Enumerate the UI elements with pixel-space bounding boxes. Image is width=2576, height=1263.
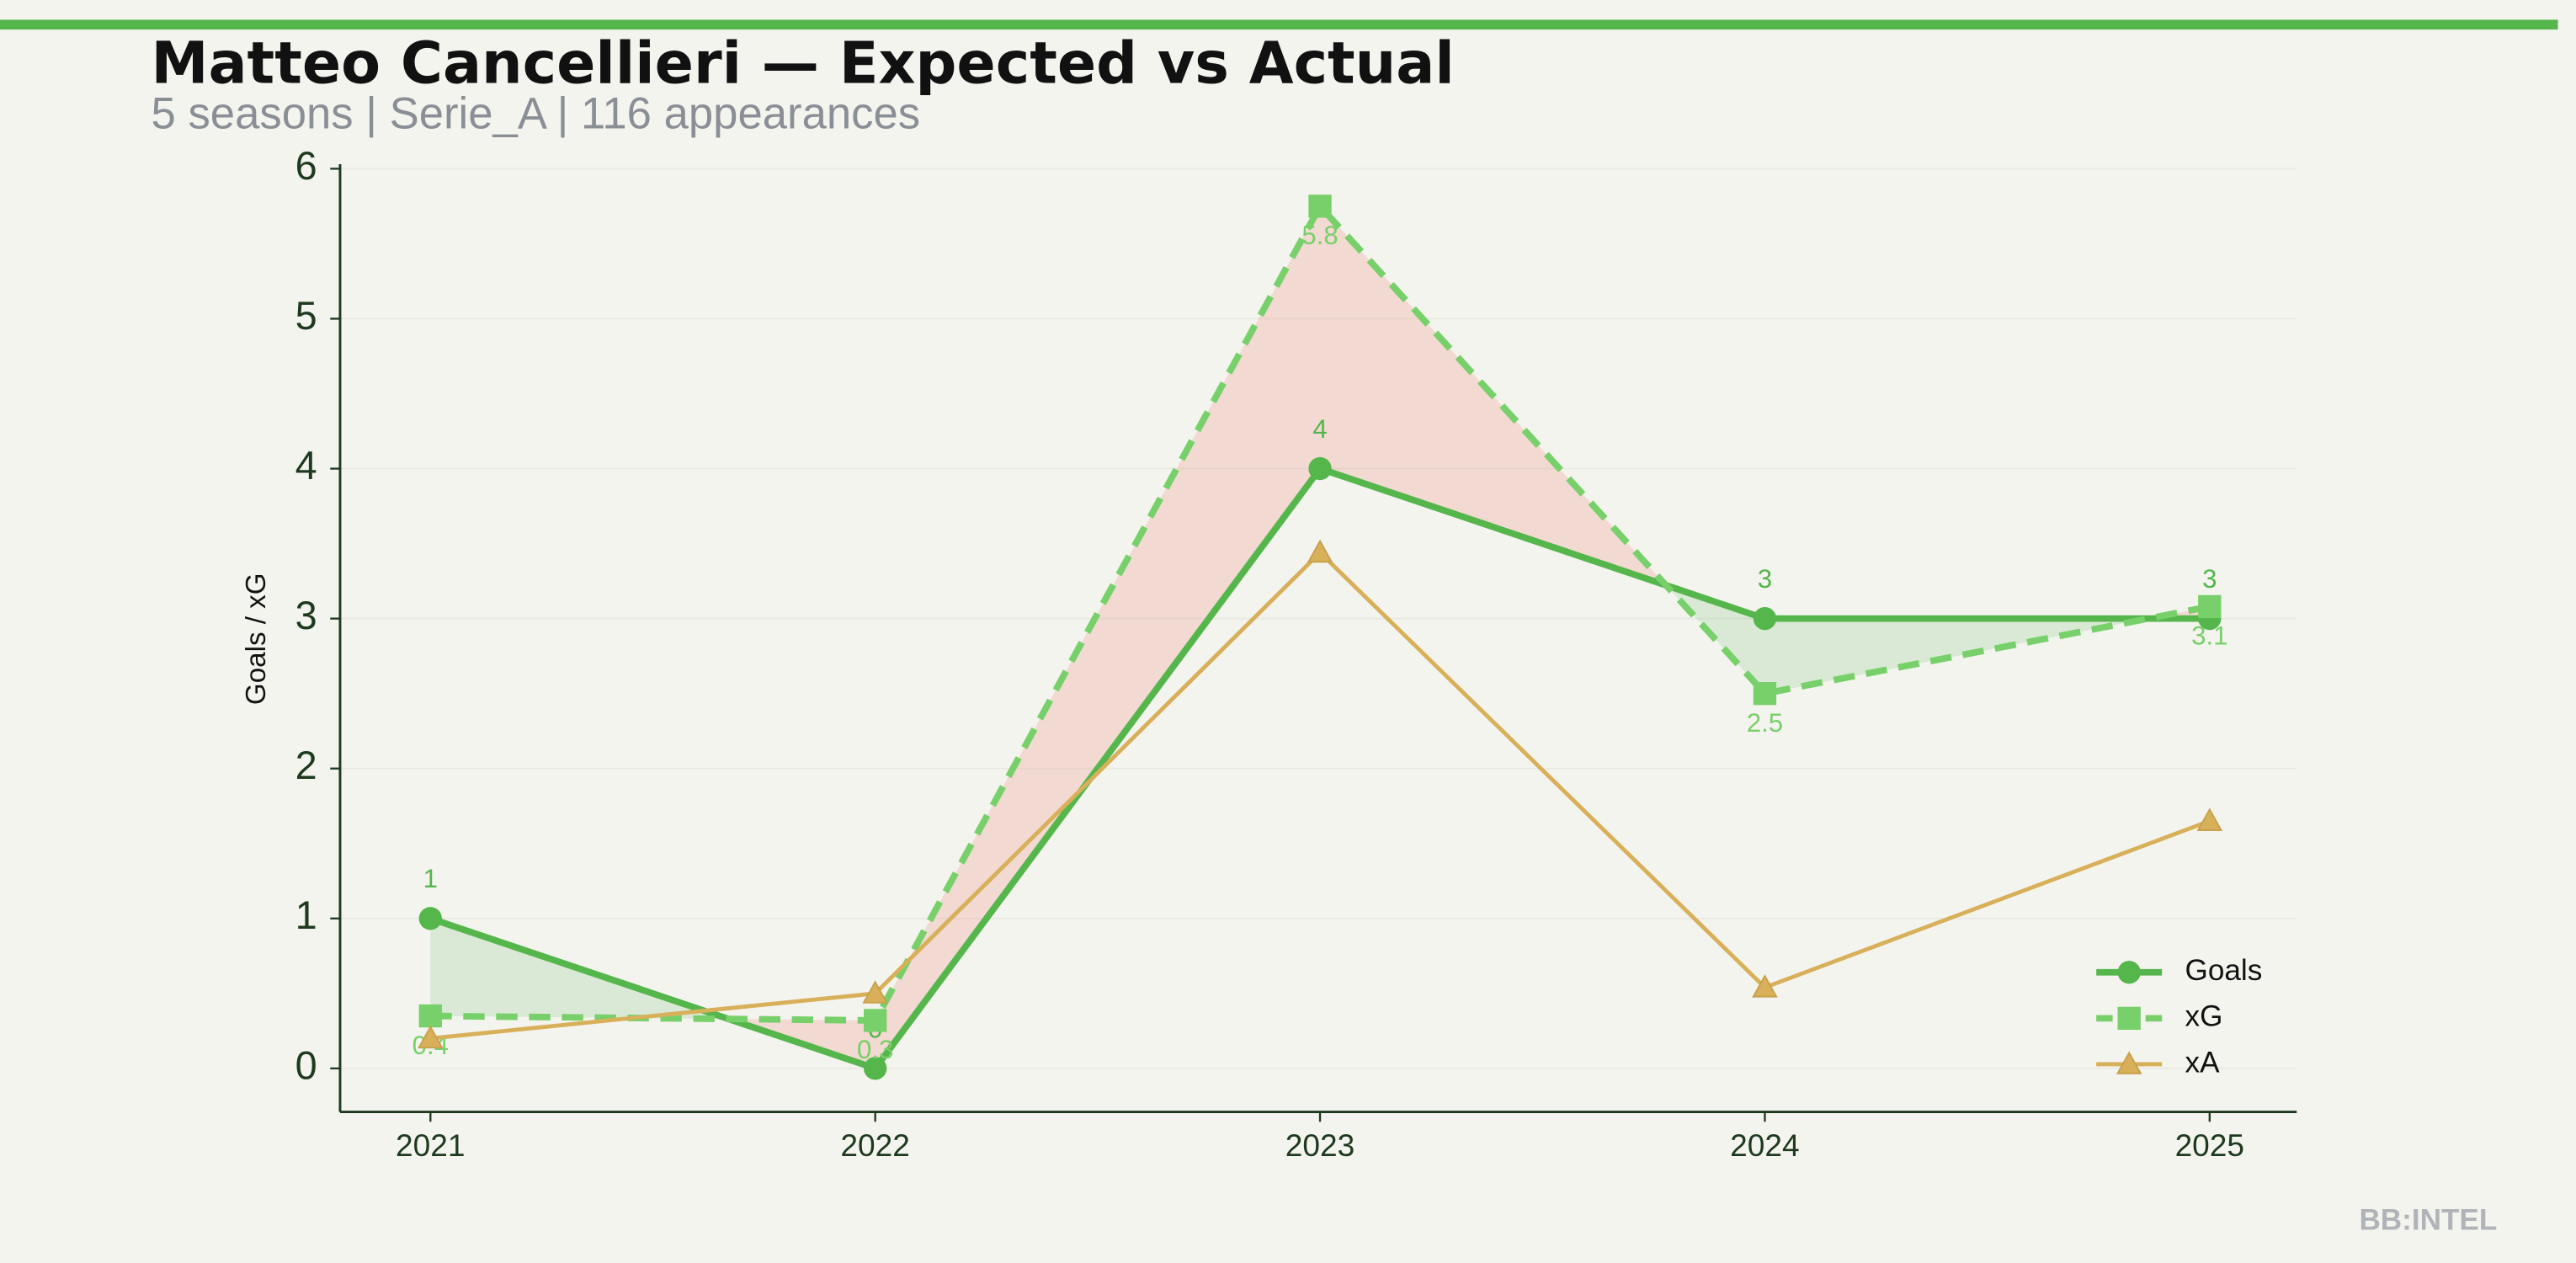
value-label: 5.8 [1301, 221, 1338, 250]
diff-fill [1764, 618, 2148, 694]
marker [864, 1057, 887, 1080]
y-tick-label: 1 [295, 893, 317, 937]
top-bar [0, 19, 2558, 30]
legend-label: xG [2185, 1000, 2223, 1033]
marker [1308, 195, 1332, 218]
value-label: 3 [1758, 564, 1772, 594]
subtitle: 5 seasons | Serie_A | 116 appearances [152, 88, 921, 138]
watermark: BB:INTEL [2359, 1204, 2497, 1237]
value-label: 3 [2202, 564, 2217, 594]
marker [1752, 974, 1778, 998]
marker [1307, 539, 1333, 563]
x-tick-label: 2023 [1285, 1127, 1355, 1163]
value-label: 3.1 [2191, 621, 2227, 651]
marker [864, 1009, 887, 1032]
y-axis-label: Goals / xG [241, 573, 272, 705]
marker [2196, 807, 2223, 831]
diff-fill [875, 205, 1321, 1068]
marker [2198, 594, 2222, 619]
x-tick-label: 2021 [396, 1127, 465, 1163]
x-tick-label: 2024 [1730, 1127, 1799, 1163]
marker [418, 1004, 442, 1028]
marker [862, 980, 888, 1004]
legend-label: Goals [2185, 954, 2263, 987]
marker [1308, 456, 1332, 481]
series-line [430, 203, 2211, 1024]
marker [1753, 682, 1777, 706]
legend-marker [2116, 1051, 2142, 1074]
x-tick-label: 2025 [2175, 1127, 2244, 1163]
x-tick-label: 2022 [840, 1127, 909, 1163]
legend-label: xA [2185, 1046, 2221, 1079]
y-tick-label: 6 [295, 144, 317, 188]
value-label: 4 [1312, 414, 1327, 444]
legend-marker [2117, 961, 2141, 984]
y-tick-label: 3 [295, 594, 317, 637]
legend-marker [2117, 1006, 2141, 1031]
y-tick-label: 0 [295, 1043, 317, 1087]
chart-title: Matteo Cancellieri — Expected vs Actual [152, 31, 1455, 98]
y-tick-label: 2 [295, 743, 317, 787]
marker [417, 1025, 444, 1049]
value-label: 0.3 [857, 1035, 893, 1064]
value-label: 1 [423, 864, 438, 893]
marker [418, 907, 442, 930]
marker [1753, 606, 1777, 631]
y-tick-label: 5 [295, 294, 317, 338]
y-tick-label: 4 [295, 444, 317, 488]
value-label: 2.5 [1747, 708, 1783, 738]
